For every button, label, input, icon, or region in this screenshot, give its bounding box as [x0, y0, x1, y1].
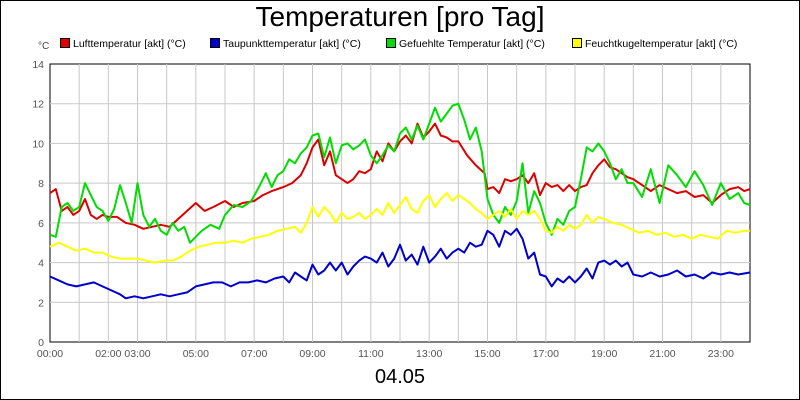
x-tick-label: 21:00	[649, 348, 675, 360]
y-tick-label: 8	[38, 178, 44, 190]
legend-label: Lufttemperatur [akt] (°C)	[73, 38, 186, 50]
x-tick-label: 15:00	[474, 348, 500, 360]
series-line-2	[49, 102, 751, 244]
date-label: 04.05	[374, 366, 426, 388]
x-tick-label: 19:00	[591, 348, 617, 360]
x-axis-ticks: 00:00 02:00 03:00 05:00 07:00 09:00 11:00 13:00…	[37, 348, 734, 360]
legend-swatch-green	[386, 38, 396, 48]
y-tick-label: 14	[32, 59, 44, 71]
x-tick-label: 02:00	[95, 348, 121, 360]
legend-swatch-yellow	[572, 38, 582, 48]
x-tick-label: 00:00	[37, 348, 63, 360]
y-axis-ticks: 0 2 4 6 8 10 12 14	[32, 59, 44, 349]
x-tick-label: 03:00	[124, 348, 150, 360]
legend-item-lufttemperatur: Lufttemperatur [akt] (°C)	[60, 38, 186, 50]
y-tick-label: 10	[32, 138, 44, 150]
legend-item-gefuehlte-temperatur: Gefuehlte Temperatur [akt] (°C)	[386, 38, 545, 50]
grid	[50, 64, 750, 342]
legend-item-feuchtkugeltemperatur: Feuchtkugeltemperatur [akt] (°C)	[572, 38, 737, 50]
x-tick-label: 05:00	[183, 348, 209, 360]
x-tick-label: 09:00	[299, 348, 325, 360]
series-lines	[49, 102, 751, 300]
y-tick-label: 2	[38, 297, 44, 309]
y-tick-label: 4	[38, 258, 44, 270]
x-tick-label: 13:00	[416, 348, 442, 360]
x-tick-label: 23:00	[708, 348, 734, 360]
legend-label: Taupunkttemperatur [akt] (°C)	[223, 38, 361, 50]
x-tick-label: 17:00	[533, 348, 559, 360]
y-tick-label: 6	[38, 218, 44, 230]
y-tick-label: 0	[38, 337, 44, 349]
legend-item-taupunkttemperatur: Taupunkttemperatur [akt] (°C)	[210, 38, 361, 50]
y-axis-unit: °C	[38, 41, 50, 52]
series-line-3	[49, 192, 750, 264]
y-tick-label: 12	[32, 99, 44, 111]
legend-label: Gefuehlte Temperatur [akt] (°C)	[399, 38, 545, 50]
legend-swatch-red	[60, 38, 70, 48]
legend-swatch-blue	[210, 38, 220, 48]
series-line-1	[49, 227, 751, 300]
legend-label: Feuchtkugeltemperatur [akt] (°C)	[585, 38, 738, 50]
x-tick-label: 07:00	[241, 348, 267, 360]
chart-title: Temperaturen [pro Tag]	[255, 1, 545, 32]
x-tick-label: 11:00	[358, 348, 384, 360]
